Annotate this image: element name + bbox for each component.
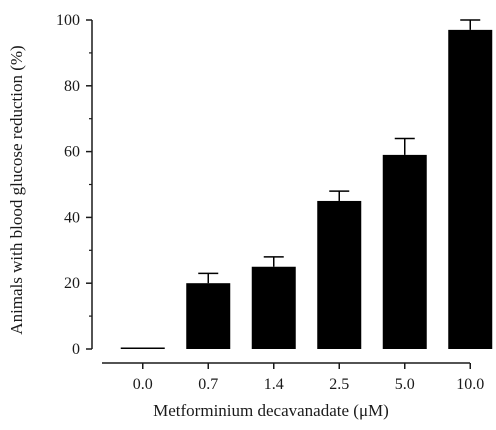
bar xyxy=(186,283,231,349)
y-tick-label: 20 xyxy=(64,275,80,292)
y-tick-label: 0 xyxy=(72,341,80,358)
x-tick-label: 1.4 xyxy=(264,376,284,393)
y-tick-label: 80 xyxy=(64,78,80,95)
bar xyxy=(382,154,427,349)
x-axis-title: Metforminium decavanadate (μM) xyxy=(153,401,389,420)
y-tick-label: 40 xyxy=(64,209,80,226)
x-tick-label: 2.5 xyxy=(329,376,349,393)
bar xyxy=(448,29,493,350)
x-tick-label: 5.0 xyxy=(395,376,415,393)
error-bars xyxy=(198,19,481,284)
y-tick-label: 100 xyxy=(56,12,80,29)
y-ticks: 0 20 40 60 80 100 xyxy=(56,12,92,358)
bars xyxy=(120,29,493,350)
x-ticks: 0.0 0.7 1.4 2.5 5.0 10.0 xyxy=(133,363,484,393)
bar xyxy=(120,347,165,349)
y-axis-title: Animals with blood glucose reduction (%) xyxy=(7,45,26,334)
x-tick-label: 10.0 xyxy=(456,376,484,393)
x-tick-label: 0.7 xyxy=(198,376,218,393)
bar xyxy=(251,266,296,349)
x-tick-label: 0.0 xyxy=(133,376,153,393)
bar xyxy=(317,200,362,349)
y-tick-label: 60 xyxy=(64,144,80,161)
